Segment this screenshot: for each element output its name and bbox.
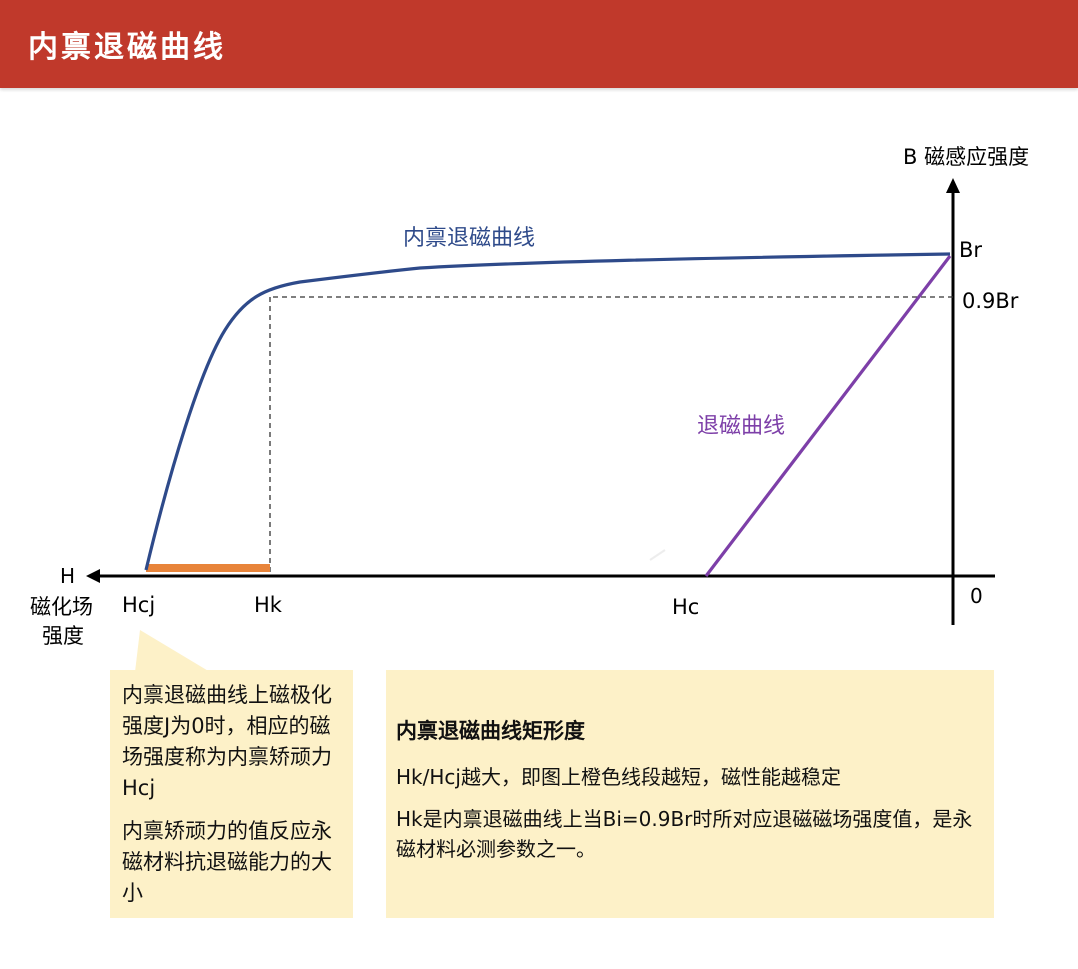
squareness-explanation-note: 内禀退磁曲线矩形度 Hk/Hcj越大，即图上橙色线段越短，磁性能越稳定 Hk是内… (386, 670, 994, 918)
x-axis-title-line1: 磁化场 (30, 595, 93, 619)
demag-curve (704, 255, 952, 577)
y-axis-label: B 磁感应强度 (903, 145, 1029, 169)
hc-label: Hc (672, 595, 699, 619)
intrinsic-curve-label: 内禀退磁曲线 (403, 226, 535, 251)
origin-label: 0 (970, 584, 983, 608)
x-axis-title-line2: 强度 (42, 624, 84, 648)
note-right-title: 内禀退磁曲线矩形度 (396, 719, 585, 743)
demag-curve-label: 退磁曲线 (697, 414, 785, 439)
hcj-explanation-note: 内禀退磁曲线上磁极化强度J为0时，相应的磁场强度称为内禀矫顽力Hcj 内禀矫顽力… (110, 670, 353, 918)
note-right-paragraph-2: Hk是内禀退磁曲线上当Bi=0.9Br时所对应退磁磁场强度值，是永磁材料必测参数… (396, 807, 973, 861)
note-left-paragraph-1: 内禀退磁曲线上磁极化强度J为0时，相应的磁场强度称为内禀矫顽力Hcj (122, 683, 332, 800)
y-axis-arrow-icon (946, 178, 960, 193)
callout-pointer (135, 630, 210, 672)
note-left-paragraph-2: 内禀矫顽力的值反应永磁材料抗退磁能力的大小 (122, 819, 332, 905)
faint-smudge (600, 549, 666, 578)
br-label: Br (959, 238, 982, 262)
note-right-paragraph-1: Hk/Hcj越大，即图上橙色线段越短，磁性能越稳定 (396, 765, 841, 789)
intrinsic-demag-curve (144, 252, 951, 571)
header-bar: 内禀退磁曲线 (0, 0, 1078, 88)
hk-label: Hk (254, 593, 283, 617)
hcj-label: Hcj (122, 593, 155, 617)
h-axis-label: H (60, 564, 75, 588)
page-title: 内禀退磁曲线 (28, 30, 226, 65)
x-axis-arrow-icon (86, 569, 100, 583)
br09-label: 0.9Br (962, 289, 1019, 313)
